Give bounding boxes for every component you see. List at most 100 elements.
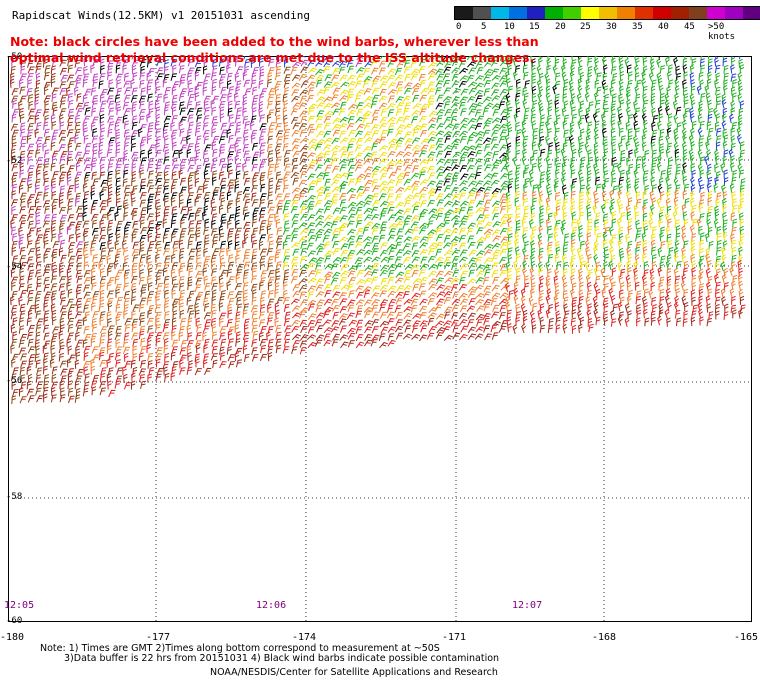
wind-barb (306, 334, 317, 341)
wind-barb (259, 71, 265, 81)
wind-barb (506, 268, 512, 277)
wind-barb (515, 316, 520, 326)
wind-barb (507, 127, 513, 137)
wind-barb (467, 118, 477, 125)
wind-barb (308, 144, 318, 151)
wind-barb (163, 192, 170, 201)
wind-barb (379, 56, 387, 60)
wind-barb (356, 305, 363, 313)
wind-barb (610, 254, 616, 264)
wind-barb (362, 115, 370, 123)
wind-barb (681, 168, 687, 179)
wind-barb (43, 239, 49, 249)
wind-barb (475, 277, 485, 284)
wind-barb (131, 115, 138, 124)
wind-barb (260, 88, 268, 96)
wind-barb (356, 228, 364, 236)
wind-barb (276, 56, 278, 60)
wind-barb (721, 113, 727, 123)
wind-barb (202, 211, 207, 221)
wind-barb (44, 263, 51, 272)
wind-barb (617, 301, 623, 312)
wind-barb (346, 94, 354, 102)
wind-barb (698, 283, 705, 292)
wind-barb (616, 162, 622, 173)
wind-barb (20, 65, 26, 75)
wind-barb (219, 332, 226, 341)
wind-barb (531, 162, 537, 172)
wind-barb (35, 191, 43, 200)
wind-barb (636, 309, 642, 319)
wind-barb (43, 253, 48, 263)
wind-barb (420, 103, 429, 110)
wind-barb (307, 341, 317, 348)
wind-barb (19, 220, 26, 228)
wind-barb (610, 119, 616, 130)
wind-barb (114, 240, 120, 250)
wind-barb (682, 175, 688, 186)
wind-barb (27, 60, 34, 68)
wind-barb (43, 302, 48, 312)
wind-barb (283, 150, 291, 158)
wind-barb (402, 220, 410, 229)
wind-barb (562, 268, 568, 278)
wind-barb (107, 338, 113, 348)
wind-barb (738, 246, 743, 256)
wind-barb (331, 165, 340, 173)
wind-barb (346, 122, 355, 130)
wind-barb (474, 143, 483, 151)
wind-barb (307, 320, 316, 328)
wind-barb (219, 106, 225, 116)
wind-barb (164, 241, 171, 250)
wind-barb (314, 269, 322, 277)
wind-barb (227, 261, 235, 270)
wind-barb (163, 366, 168, 376)
wind-barb (20, 59, 27, 68)
wind-barb (123, 129, 130, 138)
wind-barb (180, 137, 187, 145)
wind-barb (27, 290, 34, 298)
wind-barb (641, 106, 647, 117)
wind-barb (714, 57, 719, 67)
wind-barb (244, 156, 251, 165)
wind-barb (330, 221, 338, 229)
wind-barb (140, 337, 146, 347)
wind-barb (684, 107, 690, 117)
wind-barb (443, 193, 453, 200)
wind-barb (99, 339, 105, 348)
wind-barb (739, 212, 744, 222)
wind-barb (675, 65, 680, 75)
wind-barb (251, 233, 256, 243)
wind-barb (657, 154, 663, 165)
wind-barb (268, 88, 276, 96)
wind-barb (91, 107, 97, 117)
wind-barb (323, 327, 333, 334)
wind-barb (444, 151, 452, 159)
wind-barb (618, 57, 624, 67)
wind-barb (155, 224, 161, 235)
wind-barb (19, 142, 26, 151)
wind-barb (74, 394, 81, 403)
wind-barb (443, 166, 452, 173)
wind-barb (35, 219, 41, 229)
wind-barb (609, 246, 614, 257)
wind-barb (664, 294, 670, 305)
lon-label: -174 (292, 632, 317, 643)
wind-barb (428, 208, 438, 215)
wind-barb (59, 171, 67, 179)
wind-barb (171, 134, 176, 144)
wind-barb (483, 186, 492, 194)
wind-barb (604, 226, 610, 236)
wind-barb (123, 269, 130, 278)
wind-barb (283, 114, 288, 124)
wind-barb (618, 56, 621, 60)
wind-barb (531, 72, 536, 82)
wind-barb (676, 122, 682, 131)
wind-barb (579, 141, 584, 151)
wind-barb (210, 254, 217, 263)
wind-barb (259, 93, 265, 102)
wind-barb (411, 137, 421, 144)
wind-barb (138, 277, 145, 286)
wind-barb (347, 201, 357, 209)
wind-barb (643, 225, 649, 235)
